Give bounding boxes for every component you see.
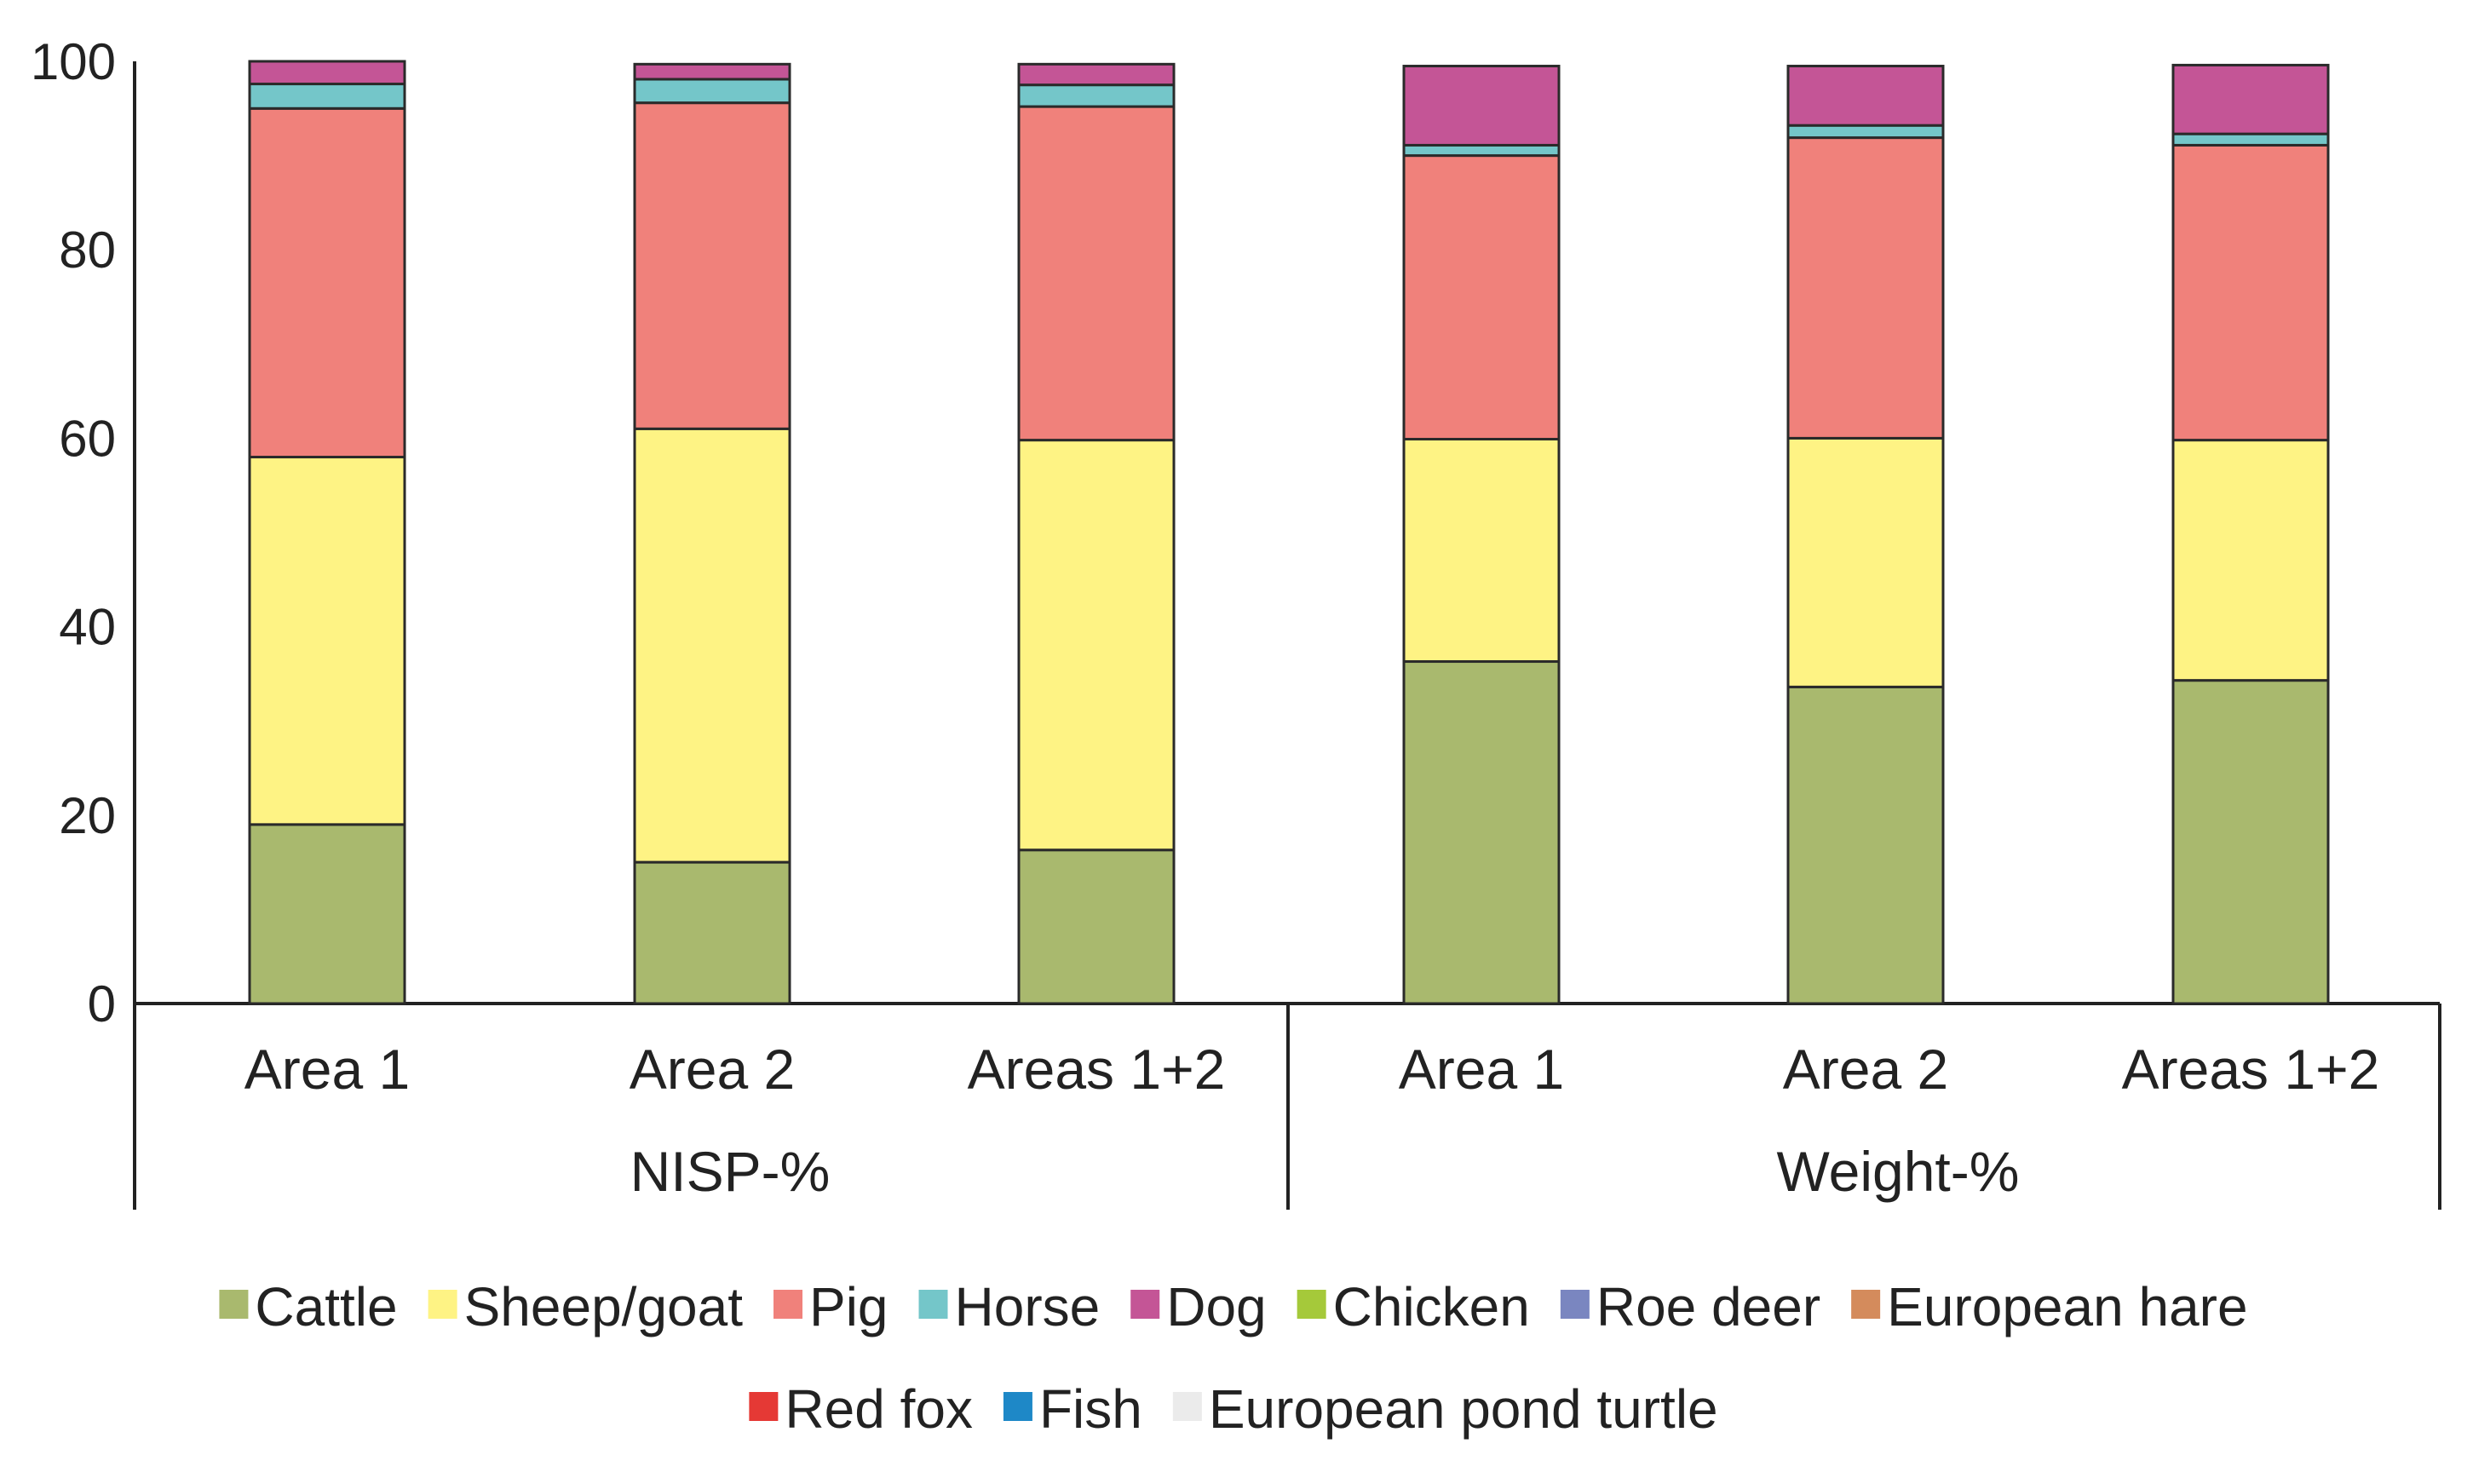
x-category-label: Areas 1+2 <box>2122 1038 2380 1101</box>
legend-swatch <box>749 1392 779 1421</box>
bar-segment-pig <box>248 106 406 459</box>
bar-segment-cattle <box>1786 685 1945 1005</box>
legend-label: European hare <box>1887 1276 2247 1337</box>
legend-swatch <box>428 1290 457 1319</box>
bar-segment-pig <box>1017 105 1176 442</box>
y-tick-label: 40 <box>59 599 116 656</box>
legend-item: Roe deer <box>1560 1276 1820 1337</box>
legend-label: Sheep/goat <box>464 1276 744 1337</box>
y-tick-label: 20 <box>59 787 116 844</box>
legend-swatch <box>773 1290 803 1319</box>
bar-segment-dog <box>248 60 406 86</box>
legend-item: Chicken <box>1297 1276 1530 1337</box>
legend-swatch <box>1130 1290 1160 1319</box>
bar-segment-dog <box>1402 65 1561 147</box>
bar-segment-horse <box>248 83 406 110</box>
legend-label: Cattle <box>255 1276 397 1337</box>
x-axis-categories: Area 1 Area 2 Areas 1+2 Area 1 Area 2 Areas 1… <box>244 1038 2380 1203</box>
legend-label: Horse <box>955 1276 1101 1337</box>
legend-label: Dog <box>1166 1276 1266 1337</box>
bar-segment-cattle <box>633 860 791 1005</box>
bar-segment-dog <box>1786 65 1945 127</box>
bar-segment-dog <box>2171 63 2330 135</box>
y-tick-label: 0 <box>88 975 116 1032</box>
axes <box>133 61 2441 1210</box>
bar-segment-horse <box>1786 124 1945 140</box>
bar-segment-sheep-goat <box>2171 439 2330 682</box>
bar-segment-sheep-goat <box>1402 438 1561 664</box>
bar-segment-dog <box>633 62 791 81</box>
x-category-label: Area 1 <box>244 1038 410 1101</box>
group-label: Weight-% <box>1777 1140 2020 1203</box>
legend-swatch <box>1560 1290 1590 1319</box>
y-tick-label: 80 <box>59 221 116 279</box>
bar-segment-pig <box>1402 154 1561 441</box>
bar-segment-sheep-goat <box>248 456 406 826</box>
group-label: NISP-% <box>630 1140 831 1203</box>
bar-segment-horse <box>1402 143 1561 158</box>
legend-item: Fish <box>1003 1378 1142 1440</box>
bar-segment-cattle <box>2171 679 2330 1005</box>
legend-label: Pig <box>809 1276 888 1337</box>
legend-item: Sheep/goat <box>428 1276 744 1337</box>
legend-swatch <box>918 1290 948 1319</box>
x-category-label: Area 2 <box>1783 1038 1948 1101</box>
bar-segment-pig <box>633 101 791 430</box>
bar-segment-dog <box>1017 62 1176 87</box>
y-axis-ticks: 0 20 40 60 80 100 <box>31 33 116 1032</box>
legend-item: Horse <box>918 1276 1101 1337</box>
legend-label: Chicken <box>1333 1276 1530 1337</box>
y-tick-label: 100 <box>31 33 116 90</box>
bar-segment-cattle <box>1017 848 1176 1005</box>
legend-item: European hare <box>1851 1276 2248 1337</box>
legend-label: European pond turtle <box>1209 1378 1718 1440</box>
y-tick-label: 60 <box>59 410 116 467</box>
legend-item: Cattle <box>219 1276 398 1337</box>
legend-swatch <box>219 1290 249 1319</box>
bar-area <box>248 60 2330 1005</box>
legend-item: Red fox <box>749 1378 973 1440</box>
legend-item: European pond turtle <box>1172 1378 1718 1440</box>
x-category-label: Areas 1+2 <box>968 1038 1226 1101</box>
bar-segment-horse <box>2171 132 2330 147</box>
legend-swatch <box>1003 1392 1032 1421</box>
x-category-label: Area 1 <box>1399 1038 1564 1101</box>
bar-segment-sheep-goat <box>633 427 791 864</box>
bar-segment-pig <box>1786 136 1945 440</box>
legend: Cattle Sheep/goat Pig Horse Dog Chicken Roe de… <box>219 1276 2248 1440</box>
legend-label: Red fox <box>785 1378 973 1440</box>
legend-swatch <box>1851 1290 1881 1319</box>
bar-segment-horse <box>633 78 791 105</box>
legend-item: Dog <box>1130 1276 1267 1337</box>
bar-segment-cattle <box>248 823 406 1005</box>
bar-segment-cattle <box>1402 660 1561 1005</box>
legend-label: Roe deer <box>1596 1276 1820 1337</box>
bar-segment-horse <box>1017 83 1176 108</box>
bar-segment-sheep-goat <box>1786 436 1945 688</box>
x-category-label: Area 2 <box>630 1038 795 1101</box>
legend-swatch <box>1297 1290 1326 1319</box>
legend-row-1: Cattle Sheep/goat Pig Horse Dog Chicken Roe de… <box>219 1276 2248 1337</box>
bar-segment-pig <box>2171 143 2330 442</box>
legend-item: Pig <box>773 1276 888 1337</box>
legend-row-2: Red fox Fish European pond turtle <box>749 1378 1718 1440</box>
bar-segment-sheep-goat <box>1017 439 1176 852</box>
legend-label: Fish <box>1039 1378 1142 1440</box>
legend-swatch <box>1172 1392 1202 1421</box>
